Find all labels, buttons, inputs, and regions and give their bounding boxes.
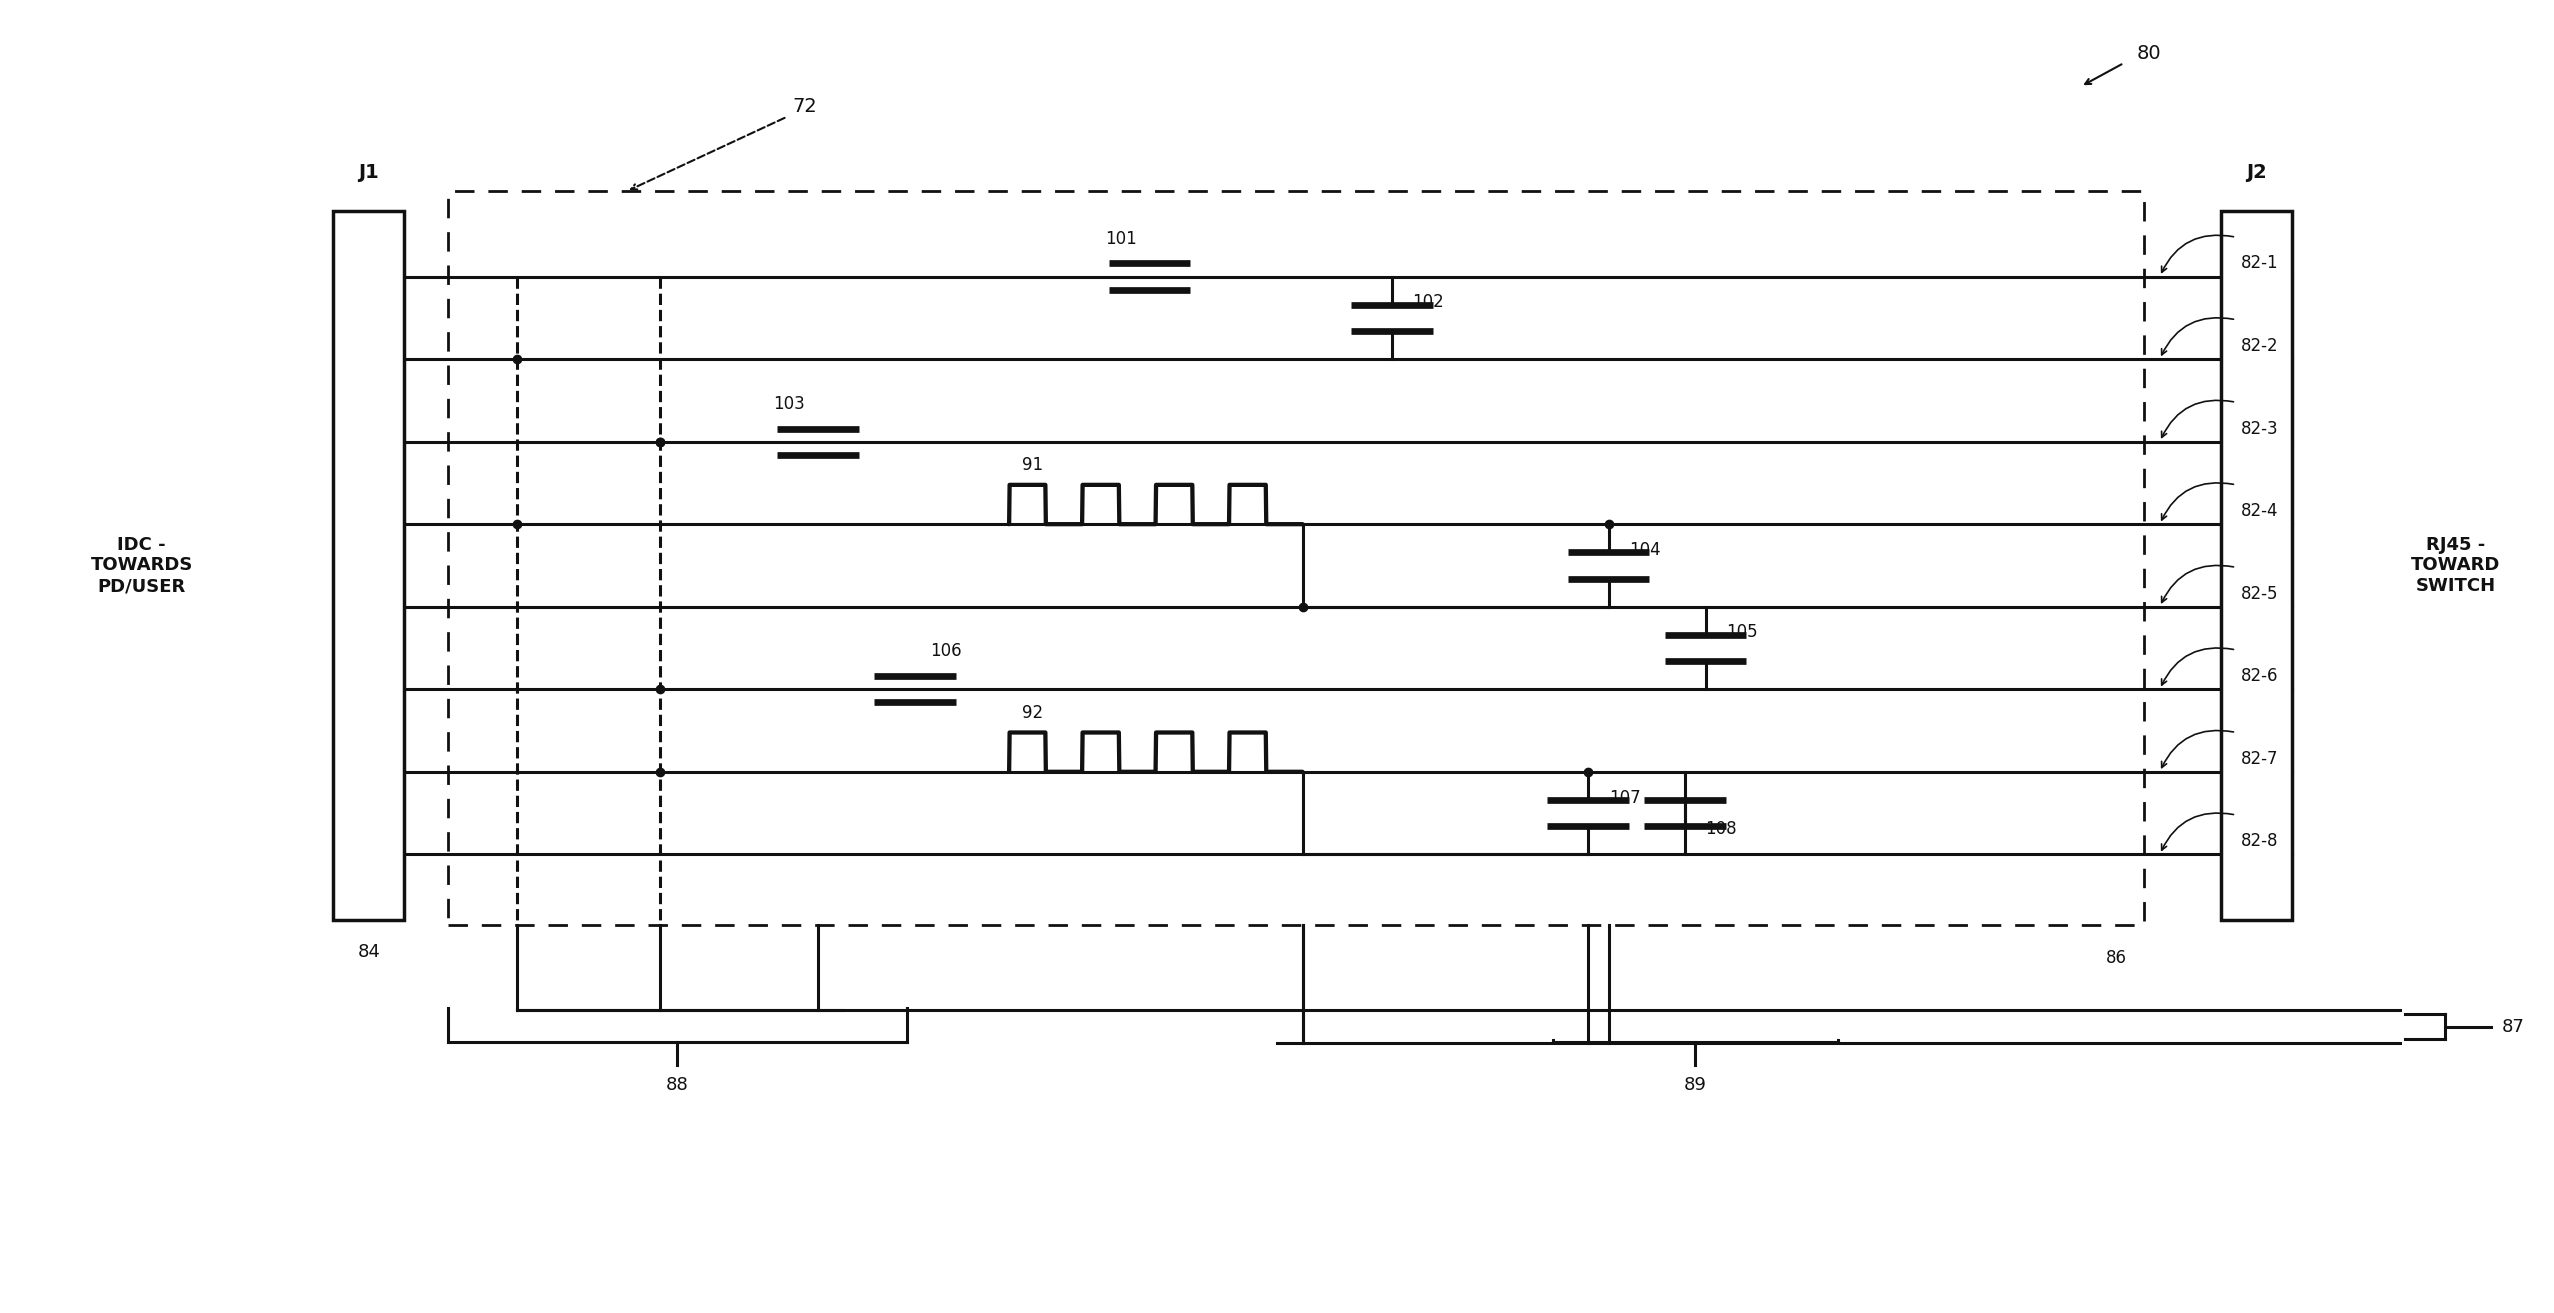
Text: RJ45 -
TOWARD
SWITCH: RJ45 - TOWARD SWITCH: [2411, 536, 2500, 595]
Text: 87: 87: [2500, 1018, 2523, 1036]
Text: 103: 103: [774, 395, 805, 412]
Text: 84: 84: [358, 944, 381, 961]
Text: 82-2: 82-2: [2242, 337, 2278, 355]
Text: 82-1: 82-1: [2242, 255, 2278, 272]
Text: 82-8: 82-8: [2242, 832, 2278, 851]
Text: 82-4: 82-4: [2242, 502, 2278, 520]
Text: 102: 102: [1412, 293, 1443, 311]
Text: 72: 72: [792, 97, 817, 116]
Text: 80: 80: [2138, 45, 2161, 63]
Text: 82-5: 82-5: [2242, 584, 2278, 603]
Text: 101: 101: [1106, 230, 1137, 248]
Text: 91: 91: [1022, 457, 1042, 474]
Text: J2: J2: [2248, 163, 2268, 183]
Text: J1: J1: [358, 163, 378, 183]
Bar: [332, 211, 404, 920]
Text: 82-6: 82-6: [2242, 667, 2278, 685]
Text: 92: 92: [1022, 704, 1042, 722]
Text: 86: 86: [2107, 949, 2127, 966]
Text: IDC -
TOWARDS
PD/USER: IDC - TOWARDS PD/USER: [89, 536, 194, 595]
Text: 89: 89: [1683, 1075, 1706, 1094]
Bar: [2222, 211, 2293, 920]
Text: 88: 88: [667, 1075, 690, 1094]
Text: 107: 107: [1609, 789, 1640, 806]
Text: 106: 106: [930, 642, 963, 660]
Text: 108: 108: [1706, 819, 1737, 838]
Text: 82-7: 82-7: [2242, 750, 2278, 768]
Text: 82-3: 82-3: [2242, 420, 2278, 437]
Text: 104: 104: [1629, 541, 1660, 559]
Bar: [447, 192, 2145, 926]
Text: 105: 105: [1727, 624, 1757, 642]
